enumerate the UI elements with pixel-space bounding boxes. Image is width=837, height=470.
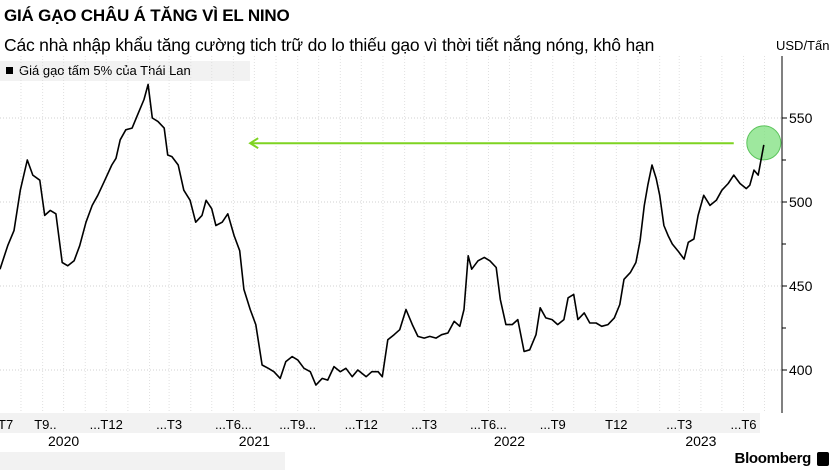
x-year-label: 2021 [239,433,270,449]
footer-band [0,452,285,470]
bloomberg-logo: Bloomberg [734,450,812,467]
x-tick-label: ...T12 [90,417,123,432]
x-year-label: 2022 [494,433,525,449]
x-tick-label: ...T3 [411,417,437,432]
x-tick-label: ...T12 [345,417,378,432]
y-tick-label: 550 [789,110,813,126]
x-tick-label: ...T6... [470,417,507,432]
legend: Giá gạo tấm 5% của Thái Lan [0,61,250,81]
annotation-arrow-head [248,137,259,150]
x-tick-label: ...T6 [731,417,757,432]
x-axis-band [0,413,760,433]
x-tick-label: ...T6... [215,417,252,432]
legend-swatch [6,67,13,74]
price-line [0,83,765,386]
x-tick-label: ...T9... [279,417,316,432]
x-tick-label: T12 [605,417,627,432]
x-tick-label: ...T9 [540,417,566,432]
bloomberg-terminal-icon [817,452,829,466]
chart-title: GIÁ GẠO CHÂU Á TĂNG VÌ EL NINO [4,6,290,25]
x-tick-label: ...T3 [156,417,182,432]
chart-subtitle: Các nhà nhập khẩu tăng cường tich trữ do… [4,35,655,55]
x-tick-label: T7 [0,417,13,432]
highlight-circle [746,125,782,161]
x-tick-label: ...T3 [666,417,692,432]
x-year-label: 2023 [685,433,716,449]
y-tick-label: 500 [789,194,813,210]
y-tick-label: 450 [789,278,813,294]
legend-label: Giá gạo tấm 5% của Thái Lan [19,63,191,78]
x-year-label: 2020 [48,433,79,449]
x-tick-label: T9.. [34,417,56,432]
y-tick-label: 400 [789,362,813,378]
y-axis-unit: USD/Tấn [776,38,830,53]
